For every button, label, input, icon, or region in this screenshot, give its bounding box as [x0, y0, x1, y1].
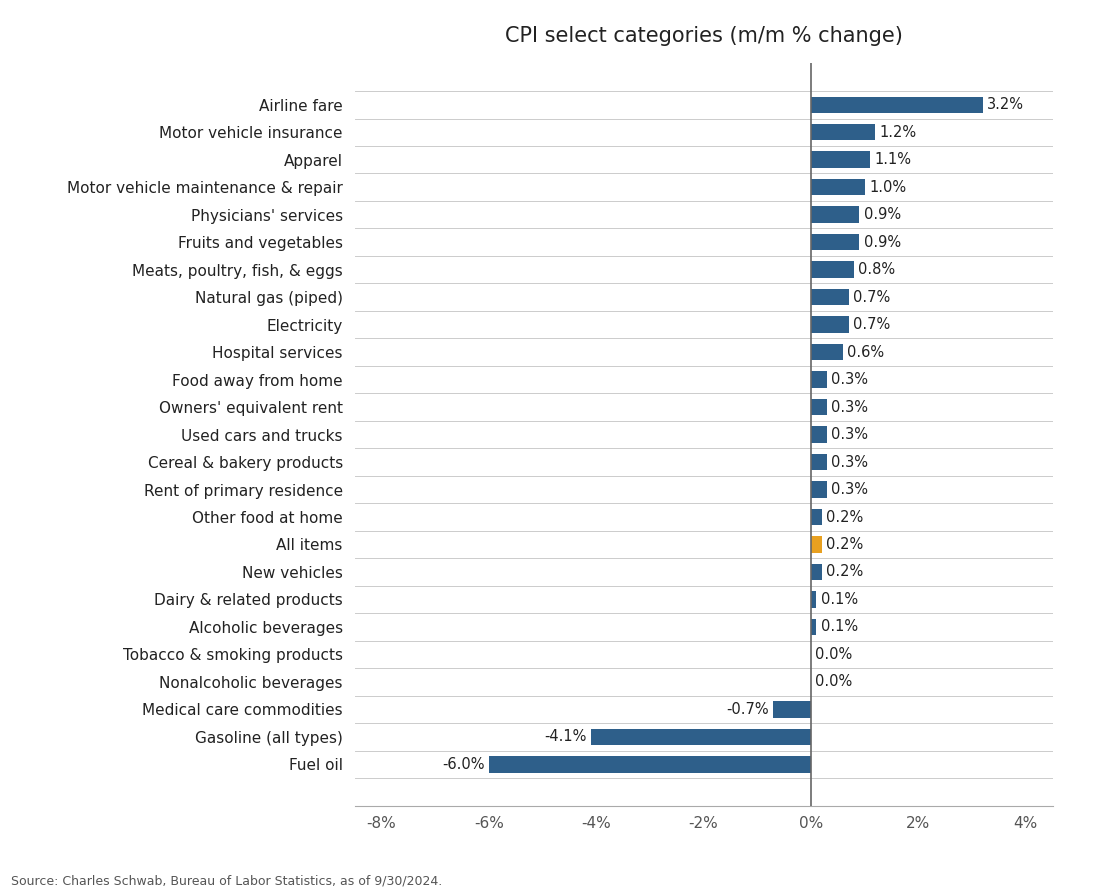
Bar: [811, 481, 827, 498]
Title: CPI select categories (m/m % change): CPI select categories (m/m % change): [504, 26, 903, 46]
Bar: [811, 619, 817, 635]
Bar: [811, 399, 827, 416]
Text: -6.0%: -6.0%: [442, 757, 484, 771]
Bar: [591, 728, 811, 745]
Text: 0.9%: 0.9%: [863, 235, 901, 250]
Bar: [811, 564, 822, 581]
Text: 0.9%: 0.9%: [863, 207, 901, 222]
Text: 0.3%: 0.3%: [831, 454, 869, 470]
Text: 0.1%: 0.1%: [821, 619, 858, 634]
Text: 1.2%: 1.2%: [880, 125, 916, 140]
Text: 0.7%: 0.7%: [853, 317, 890, 332]
Bar: [489, 756, 811, 772]
Text: 0.1%: 0.1%: [821, 592, 858, 607]
Text: 0.2%: 0.2%: [825, 537, 863, 552]
Text: 0.8%: 0.8%: [859, 263, 895, 277]
Bar: [811, 344, 843, 360]
Bar: [811, 206, 860, 223]
Text: 0.3%: 0.3%: [831, 427, 869, 442]
Bar: [811, 179, 864, 195]
Bar: [811, 453, 827, 470]
Text: Source: Charles Schwab, Bureau of Labor Statistics, as of 9/30/2024.: Source: Charles Schwab, Bureau of Labor …: [11, 874, 442, 887]
Text: -4.1%: -4.1%: [544, 729, 586, 745]
Bar: [811, 151, 870, 168]
Text: 1.0%: 1.0%: [869, 180, 906, 194]
Text: 0.0%: 0.0%: [815, 675, 852, 689]
Bar: [811, 262, 854, 278]
Bar: [773, 702, 811, 718]
Bar: [811, 536, 822, 553]
Bar: [811, 289, 849, 306]
Text: 1.1%: 1.1%: [874, 152, 912, 168]
Text: 0.2%: 0.2%: [825, 510, 863, 524]
Text: -0.7%: -0.7%: [727, 702, 769, 717]
Text: 0.7%: 0.7%: [853, 289, 890, 305]
Text: 0.3%: 0.3%: [831, 482, 869, 497]
Bar: [811, 234, 860, 250]
Bar: [811, 124, 875, 141]
Text: 0.0%: 0.0%: [815, 647, 852, 662]
Text: 3.2%: 3.2%: [987, 98, 1024, 112]
Bar: [811, 509, 822, 525]
Text: 0.2%: 0.2%: [825, 564, 863, 580]
Bar: [811, 97, 983, 113]
Bar: [811, 371, 827, 388]
Text: 0.3%: 0.3%: [831, 372, 869, 387]
Text: 0.6%: 0.6%: [848, 345, 884, 359]
Text: 0.3%: 0.3%: [831, 400, 869, 415]
Bar: [811, 316, 849, 333]
Bar: [811, 591, 817, 607]
Bar: [811, 426, 827, 443]
